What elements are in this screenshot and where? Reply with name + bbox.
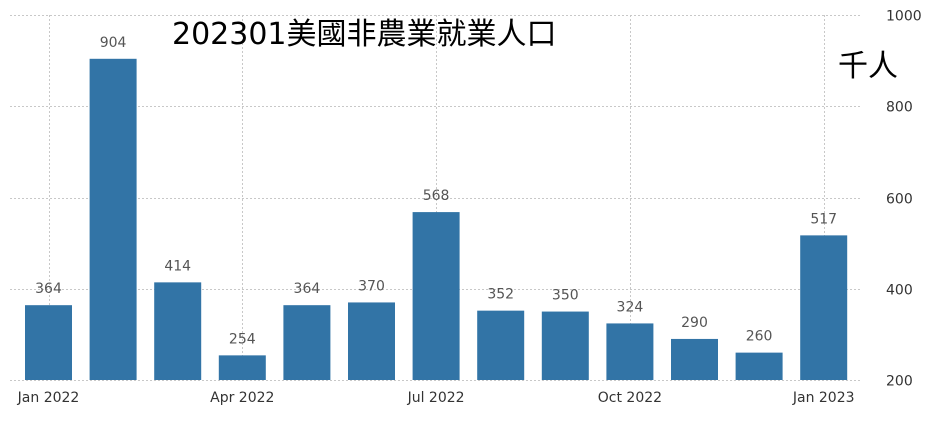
bar xyxy=(283,305,331,380)
bar xyxy=(412,212,460,380)
value-labels: 364 904 414 254 364 370 568 352 350 324 290 260 517 xyxy=(35,35,837,348)
x-tick-label: Apr 2022 xyxy=(210,390,274,406)
bar xyxy=(348,302,395,380)
bar xyxy=(218,355,266,380)
chart-title: 202301美國非農業就業人口 xyxy=(172,17,557,52)
bar xyxy=(541,311,589,380)
bars xyxy=(25,58,848,381)
bar-value-label: 260 xyxy=(746,329,773,345)
bar xyxy=(154,282,202,380)
bar-value-label: 370 xyxy=(358,278,385,294)
y-tick-label: 800 xyxy=(886,100,913,116)
bar-value-label: 568 xyxy=(423,188,450,204)
bar xyxy=(800,235,848,380)
bar-value-label: 364 xyxy=(294,281,321,297)
bar-value-label: 364 xyxy=(35,281,62,297)
bar-value-label: 324 xyxy=(617,299,644,315)
bar-value-label: 517 xyxy=(810,211,837,227)
bar-value-label: 904 xyxy=(100,35,127,51)
x-axis-ticks: Jan 2022 Apr 2022 Jul 2022 Oct 2022 Jan 2023 xyxy=(17,390,855,406)
x-tick-label: Jan 2023 xyxy=(792,390,855,406)
bar xyxy=(89,58,137,381)
bar-value-label: 350 xyxy=(552,288,579,304)
x-tick-label: Jul 2022 xyxy=(407,390,465,406)
bar-value-label: 290 xyxy=(681,315,708,331)
bar xyxy=(735,352,783,380)
bar xyxy=(25,305,72,380)
y-axis-unit-label: 千人 xyxy=(838,49,898,84)
bar-value-label: 414 xyxy=(164,258,191,274)
bar-value-label: 254 xyxy=(229,331,256,347)
y-tick-label: 600 xyxy=(886,192,913,208)
bar-value-label: 352 xyxy=(487,287,514,303)
x-tick-label: Oct 2022 xyxy=(598,390,662,406)
y-tick-label: 400 xyxy=(886,283,913,299)
bar xyxy=(671,338,718,380)
bar xyxy=(477,310,525,380)
y-axis-ticks: 200 400 600 800 1000 xyxy=(886,9,922,390)
y-tick-label: 1000 xyxy=(886,9,922,25)
bar xyxy=(606,323,654,380)
x-tick-label: Jan 2022 xyxy=(17,390,80,406)
y-tick-label: 200 xyxy=(886,374,913,390)
